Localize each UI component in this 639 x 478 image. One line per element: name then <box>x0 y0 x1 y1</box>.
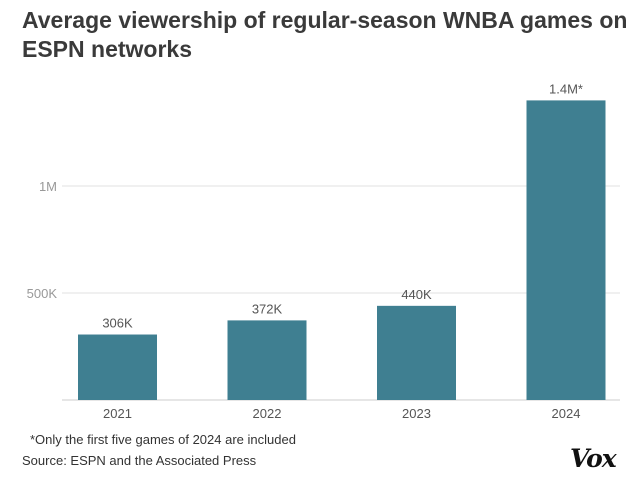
vox-logo: Vox <box>570 444 617 473</box>
y-tick-label: 500K <box>27 286 58 301</box>
x-tick-label: 2023 <box>402 406 431 421</box>
bar-2022 <box>227 320 307 400</box>
x-tick-label: 2021 <box>103 406 132 421</box>
bar-2023 <box>377 305 456 400</box>
data-label: 372K <box>252 301 283 316</box>
bar-2024 <box>526 100 606 401</box>
data-label: 1.4M* <box>549 81 583 96</box>
chart-title: Average viewership of regular-season WNB… <box>22 7 628 62</box>
data-label: 440K <box>401 287 432 302</box>
y-tick-label: 1M <box>39 179 57 194</box>
footnote: *Only the first five games of 2024 are i… <box>30 432 296 447</box>
data-label: 306K <box>102 316 133 331</box>
x-tick-label: 2022 <box>253 406 282 421</box>
bar-2021 <box>78 334 157 400</box>
source-note: Source: ESPN and the Associated Press <box>22 453 257 468</box>
x-tick-label: 2024 <box>552 406 581 421</box>
